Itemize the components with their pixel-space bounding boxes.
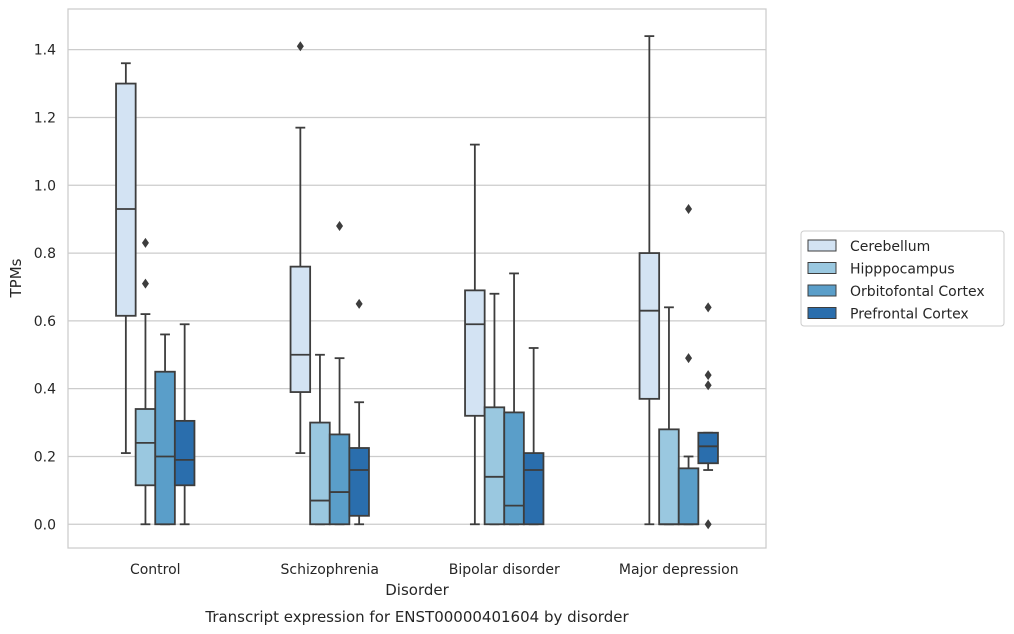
y-tick-label: 1.2 <box>34 110 56 126</box>
legend-label: Hipppocampus <box>850 262 955 278</box>
box-plot <box>134 237 157 526</box>
outlier-point <box>336 220 344 231</box>
box-iqr <box>483 406 506 526</box>
outlier-point <box>685 204 693 215</box>
box-plot <box>464 143 486 526</box>
box-iqr <box>173 419 196 487</box>
outlier-point <box>685 353 693 364</box>
outlier-point <box>704 380 712 391</box>
y-axis-title: TPMs <box>7 258 25 298</box>
outlier-point <box>704 302 712 313</box>
x-tick-label: Schizophrenia <box>281 562 379 578</box>
box-iqr <box>309 421 331 526</box>
box-plot <box>328 220 351 526</box>
box-iqr <box>677 467 700 526</box>
outlier-point <box>296 41 304 52</box>
outlier-point <box>141 237 149 248</box>
legend-swatch <box>807 284 837 297</box>
legend-frame <box>800 230 1005 327</box>
legend: Cerebellum Hipppocampus Orbitofontal Corte… <box>800 230 1005 327</box>
plot-area <box>115 35 719 530</box>
box-iqr <box>503 411 525 526</box>
outlier-point <box>704 370 712 381</box>
outlier-point <box>355 298 363 309</box>
box-iqr <box>134 408 157 487</box>
box-iqr <box>464 289 486 417</box>
plot-frame <box>67 8 767 549</box>
legend-swatch <box>807 262 837 274</box>
y-tick-label: 0.6 <box>34 314 56 330</box>
box-iqr <box>638 252 661 400</box>
box-iqr <box>658 428 680 526</box>
x-axis-ticks: Control Schizophrenia Bipolar disorder Majo… <box>130 562 739 578</box>
outlier-point <box>141 278 149 289</box>
y-axis-ticks: 0.0 0.2 0.4 0.6 0.8 1.0 1.2 1.4 <box>34 43 56 534</box>
y-tick-label: 0.8 <box>34 246 56 262</box>
outlier-point <box>704 519 712 530</box>
legend-label: Cerebellum <box>850 239 930 255</box>
legend-swatch <box>807 239 837 252</box>
box-iqr <box>115 82 137 317</box>
y-tick-label: 0.0 <box>34 517 56 533</box>
y-tick-label: 1.0 <box>34 178 56 194</box>
box-iqr <box>522 452 545 526</box>
box-iqr <box>328 433 351 526</box>
box-plot <box>638 35 661 526</box>
legend-label: Prefrontal Cortex <box>850 307 969 323</box>
box-plot <box>697 302 719 530</box>
y-tick-label: 0.2 <box>34 449 56 465</box>
y-tick-label: 0.4 <box>34 382 56 398</box>
box-plot <box>522 347 545 526</box>
chart-caption: Transcript expression for ENST0000040160… <box>204 608 629 626</box>
box-iqr <box>697 431 719 465</box>
box-iqr <box>154 370 176 526</box>
box-iqr <box>348 447 370 517</box>
box-plot <box>677 204 700 526</box>
x-tick-label: Major depression <box>619 562 739 578</box>
legend-swatch <box>807 307 837 319</box>
box-plot <box>348 298 370 526</box>
box-iqr <box>289 265 312 393</box>
y-tick-label: 1.4 <box>34 43 56 59</box>
box-plot <box>289 41 312 454</box>
legend-label: Orbitofontal Cortex <box>850 284 985 300</box>
x-tick-label: Control <box>130 562 181 578</box>
box-plot <box>173 323 196 526</box>
box-plot <box>115 62 137 454</box>
x-axis-title: Disorder <box>385 581 449 599</box>
x-tick-label: Bipolar disorder <box>449 562 560 578</box>
